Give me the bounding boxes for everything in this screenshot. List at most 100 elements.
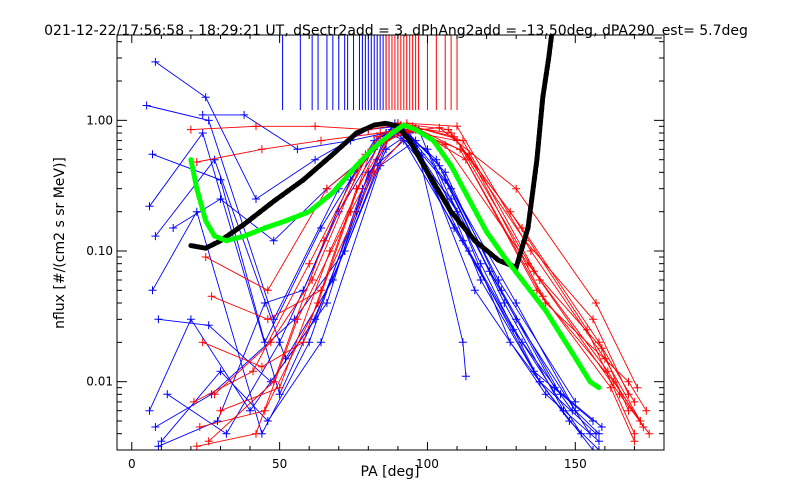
blue-data-point	[201, 93, 210, 102]
blue-data-point	[317, 224, 325, 232]
red-data-point	[512, 184, 521, 193]
red-data-point	[293, 315, 302, 324]
red-data-point	[506, 207, 515, 216]
blue-series-line	[149, 131, 582, 434]
blue-data-point	[559, 406, 568, 415]
plot-frame	[116, 34, 665, 451]
red-data-point	[630, 437, 639, 446]
red-data-point	[192, 442, 201, 450]
blue-data-point	[340, 247, 349, 255]
blue-data-point	[550, 383, 559, 392]
blue-data-point	[275, 338, 284, 347]
red-data-point	[249, 367, 257, 376]
red-data-point	[216, 406, 225, 415]
red-data-point	[435, 123, 444, 132]
red-data-point	[370, 168, 379, 177]
red-data-point	[189, 397, 198, 406]
blue-data-point	[263, 417, 272, 425]
blue-data-point	[293, 145, 302, 154]
blue-data-point	[432, 155, 441, 164]
blue-data-point	[252, 195, 260, 203]
blue-series-line	[167, 132, 573, 435]
blue-data-point	[260, 299, 269, 307]
chart-title: 021-12-22/17:56:58 - 18:29:21 UT, dSectr…	[44, 23, 748, 39]
y-tick-label: 0.01	[86, 375, 113, 389]
red-data-point	[317, 136, 325, 145]
red-data-point	[352, 184, 361, 193]
blue-data-point	[186, 315, 195, 324]
red-data-point	[453, 122, 461, 131]
x-tick-label: 50	[272, 457, 287, 471]
blue-data-point	[216, 195, 225, 203]
blue-data-point	[470, 286, 479, 295]
black-fit-line	[188, 35, 555, 271]
y-axis-label: nflux [#/(cm2 s sr MeV)]	[52, 157, 68, 329]
blue-data-point	[476, 276, 485, 284]
blue-data-point	[213, 417, 222, 425]
blue-data-point	[458, 338, 467, 347]
red-data-point	[453, 136, 461, 145]
blue-data-point	[204, 116, 213, 125]
red-data-point	[624, 377, 633, 386]
blue-data-point	[145, 406, 154, 415]
red-data-point	[311, 122, 320, 131]
red-data-point	[201, 253, 210, 261]
blue-series-line	[158, 139, 594, 422]
red-data-point	[529, 267, 538, 276]
blue-data-point	[151, 423, 160, 431]
blue-data-point	[148, 286, 157, 295]
blue-data-point	[204, 321, 213, 330]
blue-data-point	[269, 236, 278, 245]
red-data-point	[207, 292, 216, 301]
red-data-point	[317, 286, 325, 295]
blue-data-point	[142, 101, 151, 110]
red-data-point	[624, 390, 633, 399]
blue-data-point	[198, 110, 207, 119]
blue-data-point	[597, 423, 606, 431]
blue-data-point	[198, 129, 207, 137]
red-data-point	[642, 406, 651, 415]
red-data-point	[252, 429, 260, 438]
red-data-point	[305, 259, 314, 268]
red-data-point	[444, 125, 453, 134]
blue-data-point	[311, 315, 320, 324]
red-data-point	[198, 338, 207, 347]
blue-data-point	[577, 429, 586, 438]
red-data-point	[583, 325, 592, 334]
red-data-point	[308, 276, 317, 284]
blue-data-point	[461, 372, 470, 381]
blue-series-line	[161, 139, 467, 442]
blue-data-point	[450, 224, 459, 232]
blue-data-point	[595, 437, 603, 446]
red-data-point	[630, 397, 639, 406]
blue-data-point	[476, 259, 485, 268]
blue-data-point	[145, 202, 154, 211]
blue-data-point	[148, 150, 157, 159]
red-data-point	[192, 158, 201, 166]
blue-series-line	[155, 61, 600, 435]
blue-data-point	[222, 429, 231, 438]
axis-layer: 0 50 100 150 0.01 0.10 1.00	[86, 35, 664, 471]
red-data-point	[589, 315, 597, 324]
red-data-point	[257, 362, 266, 371]
red-data-point	[210, 390, 219, 399]
red-data-point	[275, 383, 284, 392]
blue-data-point	[154, 315, 163, 324]
red-data-point	[592, 299, 600, 307]
red-data-point	[639, 423, 648, 431]
red-data-point	[325, 247, 334, 255]
blue-data-point	[322, 299, 331, 307]
green-fit-line	[188, 122, 602, 391]
blue-data-point	[565, 417, 574, 425]
blue-data-point	[589, 417, 597, 425]
red-data-point	[320, 236, 328, 245]
x-axis-label: PA [deg]	[361, 464, 420, 480]
vertical-marker-layer	[282, 35, 458, 111]
red-data-point	[636, 417, 645, 425]
red-data-point	[263, 315, 272, 324]
y-tick-label: 1.00	[86, 113, 113, 127]
red-data-point	[257, 145, 266, 154]
red-data-point	[630, 429, 639, 438]
